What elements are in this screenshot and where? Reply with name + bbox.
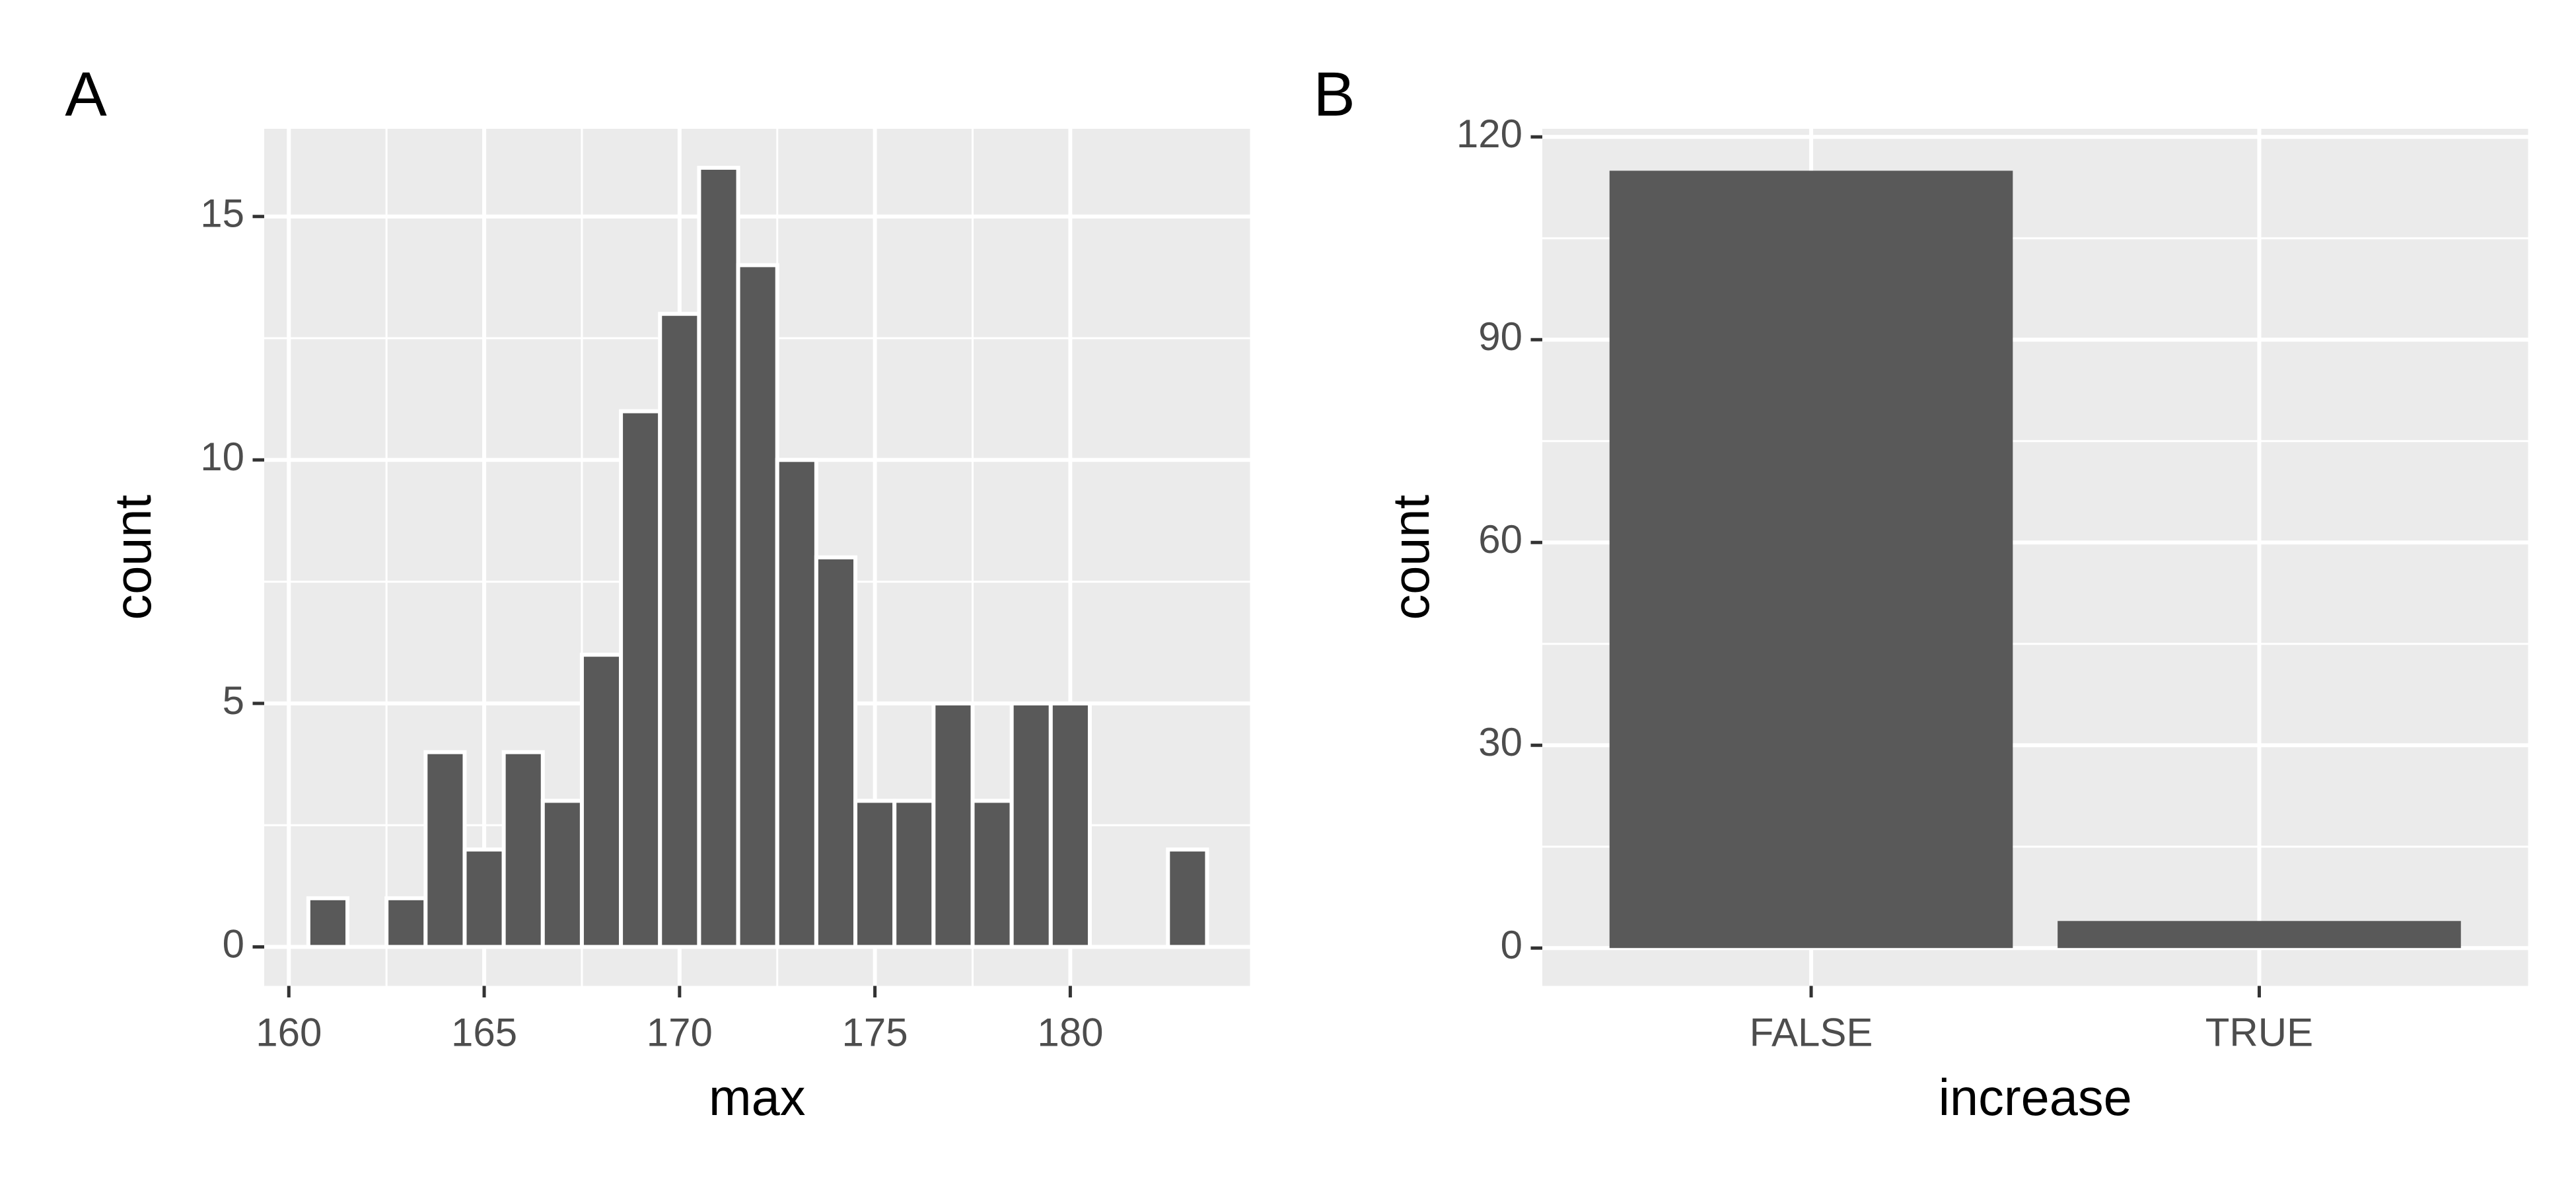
x-tick-label: 180: [1037, 1010, 1103, 1054]
panel-tag: A: [65, 59, 107, 129]
histogram-bar: [619, 409, 662, 949]
histogram-bar: [970, 799, 1014, 949]
y-tick-label: 5: [223, 678, 244, 723]
histogram-bar: [931, 701, 975, 949]
histogram-bar: [462, 847, 506, 949]
histogram-bar: [1048, 701, 1092, 949]
histogram-bar: [892, 799, 936, 949]
x-tick-label: 175: [842, 1010, 908, 1054]
x-tick-label: 170: [647, 1010, 713, 1054]
histogram-bar: [1166, 847, 1209, 949]
x-axis-title: increase: [1939, 1069, 2132, 1126]
y-tick-label: 120: [1456, 112, 1522, 156]
histogram-bar: [775, 458, 818, 949]
y-tick-label: 0: [1501, 923, 1522, 967]
histogram-bar: [540, 799, 584, 949]
y-tick-label: 0: [223, 921, 244, 966]
y-tick-label: 30: [1478, 720, 1522, 764]
panel-tag: B: [1313, 59, 1355, 129]
histogram-bar: [736, 263, 779, 949]
y-axis-title: count: [105, 495, 162, 620]
histogram-bar: [853, 799, 897, 949]
histogram-bar: [579, 653, 624, 949]
bar: [2057, 921, 2461, 949]
y-tick-label: 10: [200, 435, 244, 479]
histogram-bar: [658, 312, 701, 949]
histogram-bar: [501, 750, 545, 949]
y-tick-label: 90: [1478, 314, 1522, 359]
x-axis-title: max: [709, 1069, 805, 1126]
x-tick-label: 165: [451, 1010, 517, 1054]
histogram-bar: [306, 896, 350, 949]
x-tick-label: FALSE: [1750, 1010, 1873, 1054]
y-axis-title: count: [1383, 495, 1440, 620]
histogram-bar: [423, 750, 467, 949]
histogram-bar: [384, 896, 428, 949]
histogram-bar: [1009, 701, 1053, 949]
x-tick-label: 160: [256, 1010, 322, 1054]
y-tick-label: 60: [1478, 517, 1522, 561]
x-tick-label: TRUE: [2205, 1010, 2313, 1054]
bar: [1609, 170, 2013, 949]
y-tick-label: 15: [200, 192, 244, 236]
histogram-bar: [814, 555, 858, 949]
histogram-bar: [697, 165, 740, 949]
